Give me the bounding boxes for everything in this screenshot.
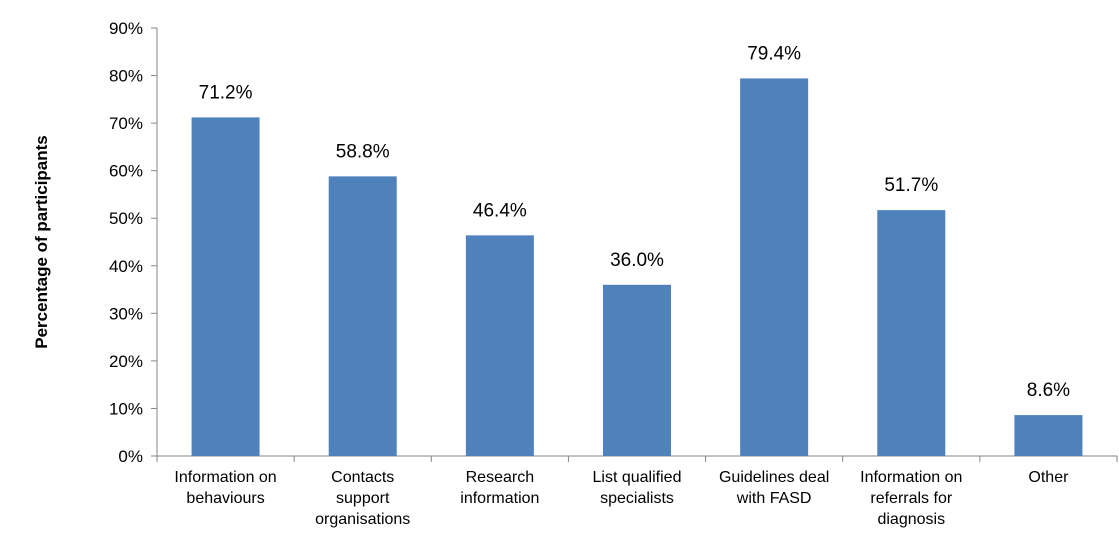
y-tick-label: 70% (109, 114, 143, 133)
data-label: 8.6% (1027, 380, 1070, 401)
y-tick-label: 80% (109, 67, 143, 86)
bar (329, 176, 397, 456)
category-label: Guidelines deal with FASD (719, 469, 829, 507)
data-label: 51.7% (884, 175, 938, 196)
category-label: Information on referrals for diagnosis (860, 469, 962, 528)
y-tick-label: 40% (109, 257, 143, 276)
bar (1014, 415, 1082, 456)
y-tick-label: 50% (109, 209, 143, 228)
y-axis-ticks: 0% 10% 20% 30% 40% 50% 60% 70% 80% 90% (109, 19, 157, 466)
bar (466, 235, 534, 456)
category-label: List qualified specialists (593, 469, 682, 507)
category-label: Other (1028, 469, 1069, 486)
y-tick-label: 20% (109, 352, 143, 371)
y-tick-label: 0% (118, 447, 143, 466)
bar (740, 78, 808, 456)
category-labels: Information on behaviours Contacts support o… (174, 469, 1069, 528)
y-axis-title: Percentage of participants (32, 135, 51, 349)
bar (877, 210, 945, 456)
bar (192, 117, 260, 456)
data-label: 46.4% (473, 200, 527, 221)
data-label: 58.8% (336, 141, 390, 162)
y-tick-label: 10% (109, 399, 143, 418)
y-tick-label: 30% (109, 304, 143, 323)
category-label: Information on behaviours (174, 469, 276, 507)
data-label: 36.0% (610, 250, 664, 271)
y-tick-label: 90% (109, 19, 143, 38)
y-tick-label: 60% (109, 162, 143, 181)
bar (603, 285, 671, 456)
category-label: Research information (460, 469, 539, 507)
data-label: 79.4% (747, 43, 801, 64)
x-axis-ticks (157, 456, 1117, 462)
data-label: 71.2% (199, 82, 253, 103)
category-label: Contacts support organisations (315, 469, 410, 528)
